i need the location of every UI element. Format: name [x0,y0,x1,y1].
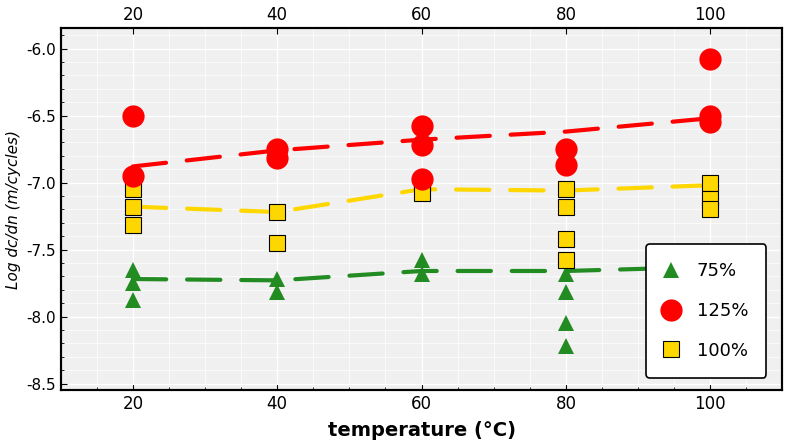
Y-axis label: Log dc/dn (m/cycles): Log dc/dn (m/cycles) [6,130,20,289]
X-axis label: temperature (°C): temperature (°C) [328,421,515,441]
Legend: 75%, 125%, 100%: 75%, 125%, 100% [646,244,766,378]
